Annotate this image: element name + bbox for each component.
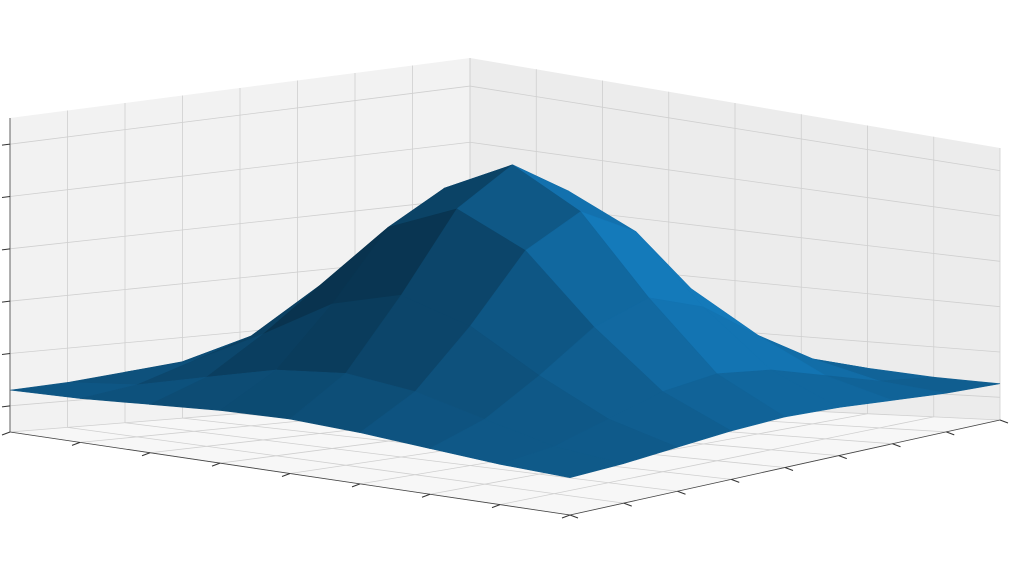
tick	[421, 493, 431, 498]
tick	[999, 419, 1009, 424]
grid-line	[9, 85, 1001, 172]
surface-patch	[498, 446, 624, 478]
tick	[1, 431, 11, 436]
tick	[281, 473, 291, 477]
axes	[1, 118, 1009, 519]
tick	[71, 441, 81, 446]
tick	[1, 405, 11, 408]
tick	[892, 443, 901, 448]
tick	[141, 452, 151, 457]
grid-line	[9, 141, 1001, 217]
tick	[1, 143, 11, 146]
tick	[784, 467, 794, 471]
tick	[561, 514, 571, 519]
tick	[1, 353, 11, 355]
tick	[731, 478, 740, 483]
tick	[491, 504, 501, 509]
grid-line	[499, 416, 934, 506]
tick	[623, 502, 632, 507]
tick	[946, 431, 955, 436]
tick	[211, 462, 221, 467]
surface	[9, 164, 1001, 478]
tick	[569, 514, 579, 519]
tick	[351, 483, 361, 488]
tick	[1, 300, 11, 303]
tick	[838, 455, 847, 460]
tick	[1, 196, 11, 198]
tick	[1, 248, 11, 251]
tick	[677, 490, 686, 495]
